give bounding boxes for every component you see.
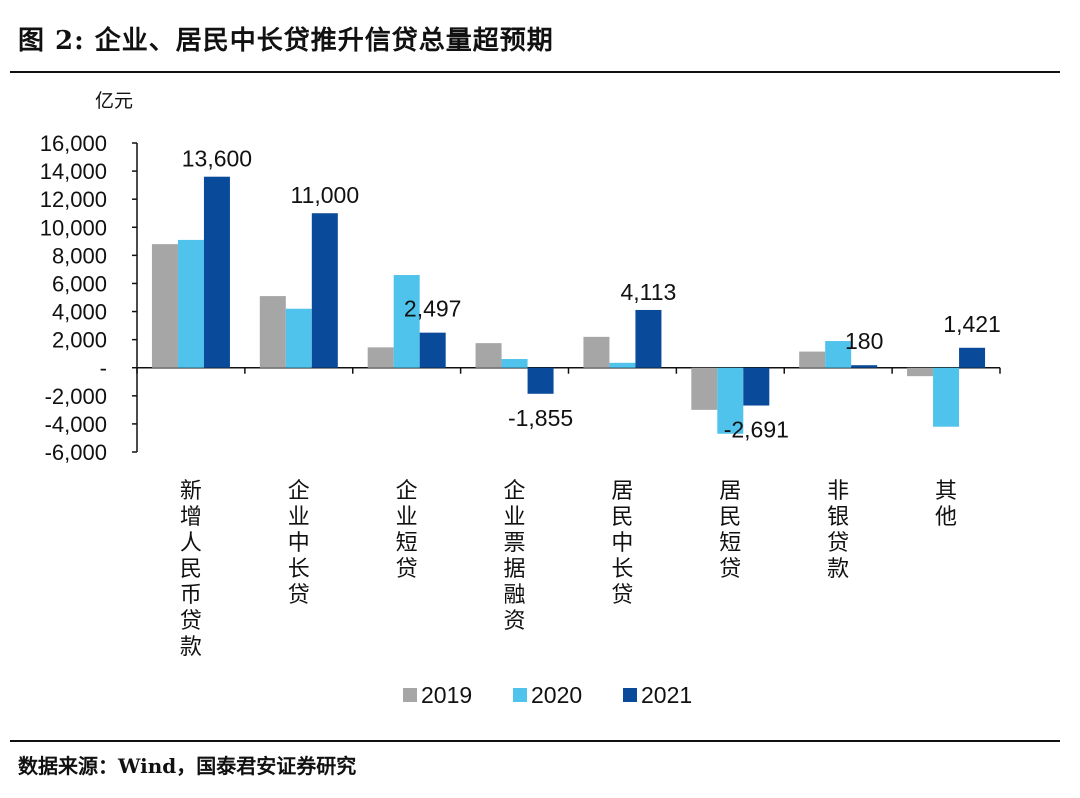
bar-2020-6 [825,341,852,368]
bar-2019-5 [691,367,718,410]
data-label: 2,497 [404,296,462,322]
y-tick-label: - [100,356,107,381]
y-axis-unit-label: 亿元 [95,90,133,112]
y-tick-label: 6,000 [52,271,107,296]
bar-2021-1 [311,213,338,368]
legend-label: 2020 [531,682,582,708]
y-tick-label: 14,000 [40,159,107,184]
bar-2019-7 [907,367,934,377]
category-label: 企业短贷 [396,479,418,582]
y-tick-label: 12,000 [40,187,107,212]
y-tick-label: -6,000 [45,440,107,465]
y-tick-label: 10,000 [40,215,107,240]
bar-2020-0 [177,239,204,368]
legend-swatch-2021 [623,688,637,702]
bar-2019-0 [151,244,178,368]
bar-2021-0 [203,176,230,368]
data-label: 11,000 [290,182,359,208]
data-labels: 13,600 11,000 2,497 -1,855 4,113 -2,691 180 1,4… [182,146,1001,443]
legend-swatch-2020 [513,688,527,702]
legend: 2019 2020 2021 [403,682,692,708]
category-label: 其他 [935,479,957,530]
bar-2021-2 [419,332,446,368]
source-note: 数据来源：Wind，国泰君安证券研究 [18,754,357,778]
category-label: 居民中长贷 [611,479,633,608]
bar-2019-1 [259,296,286,368]
top-rule [10,71,1060,73]
bar-2019-3 [475,343,502,368]
y-tick-label: -2,000 [45,384,107,409]
data-label: 13,600 [182,146,252,172]
bar-chart: 亿元 16,000 14,000 12,000 10,000 8,000 6,000 4,0… [40,90,1001,708]
category-label: 居民短贷 [719,479,741,582]
legend-label: 2021 [641,682,692,708]
data-label: 180 [845,328,883,354]
bar-2020-3 [501,359,528,368]
legend-swatch-2019 [403,688,417,702]
bar-2020-1 [285,308,312,368]
data-label: -2,691 [724,417,789,443]
figure-title: 图 2: 企业、居民中长贷推升信贷总量超预期 [18,26,554,56]
bars [151,176,986,434]
category-labels: 新增人民币贷款 企业中长贷 企业短贷 企业票据融资 居民中长贷 居民短贷 非银贷款 其他 [180,479,957,660]
category-label: 企业票据融资 [504,479,526,634]
category-label: 新增人民币贷款 [180,479,202,660]
bar-2020-5 [717,367,744,434]
bar-2021-3 [527,367,554,394]
bar-2020-4 [609,362,636,368]
bar-2021-6 [851,365,878,368]
y-tick-label: 2,000 [52,328,107,353]
bar-2019-6 [799,351,826,368]
bar-2019-4 [583,336,610,368]
bottom-rule [10,740,1060,742]
data-label: 4,113 [621,279,677,305]
data-label: 1,421 [943,311,1001,337]
y-tick-label: 16,000 [40,131,107,156]
y-tick-label: 8,000 [52,243,107,268]
bar-2020-2 [393,275,420,368]
y-tick-label: -4,000 [45,412,107,437]
bar-2020-7 [933,367,960,427]
bar-2021-4 [635,309,662,368]
data-label: -1,855 [508,405,573,431]
bar-2019-2 [367,347,394,368]
legend-label: 2019 [421,682,472,708]
bar-2021-7 [959,347,986,368]
category-label: 企业中长贷 [288,479,310,608]
category-label: 非银贷款 [827,479,849,582]
bar-2021-5 [743,367,770,406]
y-tick-label: 4,000 [52,300,107,325]
